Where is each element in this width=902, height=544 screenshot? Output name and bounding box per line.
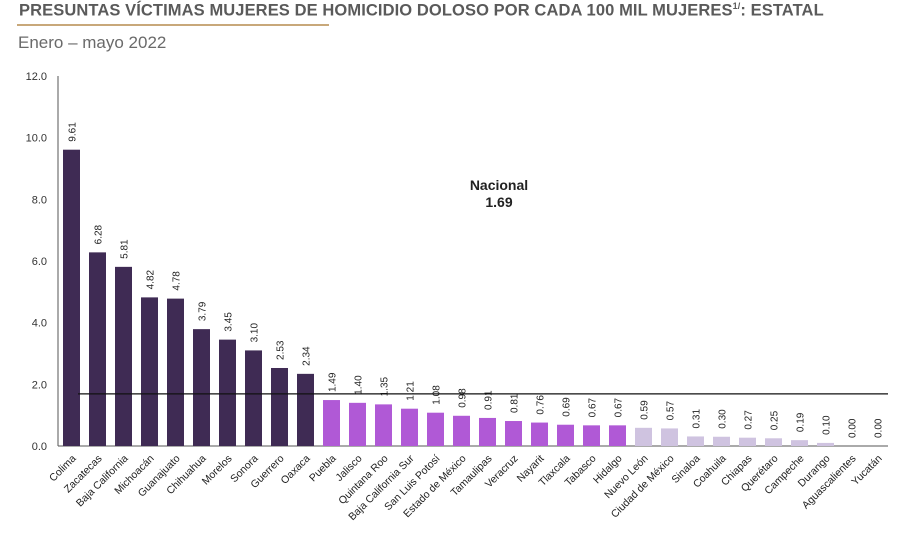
bar-value-label: 2.53 (276, 340, 287, 360)
bar-value-label: 0.59 (640, 400, 651, 420)
bar-value-label: 1.08 (432, 385, 443, 405)
bar (609, 425, 626, 446)
bar (453, 415, 470, 446)
bar-value-label: 3.10 (250, 323, 261, 343)
bar-value-label: 0.30 (718, 409, 729, 429)
bar-value-label: 3.79 (198, 301, 209, 321)
y-axis: 0.0 2.0 4.0 6.0 8.0 10.0 12.0 (26, 71, 888, 453)
bar-value-label: 4.82 (146, 269, 157, 289)
bar-value-label: 1.40 (354, 375, 365, 395)
bar (713, 436, 730, 446)
bar-value-label: 1.35 (380, 376, 391, 396)
bar (661, 428, 678, 446)
bar (427, 412, 444, 446)
bar (505, 421, 522, 446)
title-underline (17, 24, 329, 26)
y-tick-label: 10.0 (26, 133, 47, 145)
y-tick-label: 12.0 (26, 71, 47, 83)
bar (297, 373, 314, 446)
reference-line-label: Nacional (470, 177, 528, 193)
bar-value-label: 0.27 (744, 410, 755, 430)
title-suffix: : ESTATAL (740, 1, 824, 20)
bar (479, 417, 496, 446)
bar-value-label: 0.98 (458, 388, 469, 408)
bar (401, 408, 418, 446)
bar-value-label: 0.19 (796, 412, 807, 432)
bar (583, 425, 600, 446)
bar-value-label: 0.00 (848, 418, 859, 438)
bar (557, 424, 574, 446)
bar (115, 266, 132, 446)
title-footnote: 1/ (732, 1, 741, 11)
title-main: PRESUNTAS VÍCTIMAS MUJERES DE HOMICIDIO … (19, 1, 733, 20)
y-tick-label: 2.0 (32, 379, 47, 391)
bar-value-label: 6.28 (94, 224, 105, 244)
bar (245, 350, 262, 446)
bar (141, 297, 158, 446)
bar-value-label: 1.21 (406, 381, 417, 401)
reference-line-value: 1.69 (485, 194, 512, 210)
bar-value-label: 0.81 (510, 393, 521, 413)
bar-value-label: 4.78 (172, 271, 183, 291)
bar (323, 400, 340, 446)
bar (531, 422, 548, 446)
y-tick-label: 8.0 (32, 194, 47, 206)
y-tick-label: 4.0 (32, 318, 47, 330)
bar-value-label: 0.67 (588, 397, 599, 417)
y-tick-label: 0.0 (32, 441, 47, 453)
bar (89, 252, 106, 446)
bar-value-label: 0.91 (484, 390, 495, 410)
category-label: Oaxaca (279, 453, 313, 487)
bar-value-label: 2.34 (302, 346, 313, 366)
bar (791, 440, 808, 446)
bar (271, 367, 288, 446)
bar (167, 298, 184, 446)
bar (739, 437, 756, 446)
category-label: Puebla (307, 453, 339, 485)
bar-value-label: 1.49 (328, 372, 339, 392)
bar-value-label: 0.31 (692, 409, 703, 429)
bar (219, 339, 236, 446)
bar (63, 149, 80, 447)
bar (687, 436, 704, 446)
bar (817, 442, 834, 446)
bar-value-label: 0.76 (536, 395, 547, 415)
bar (349, 402, 366, 446)
bar-value-label: 3.45 (224, 312, 235, 332)
bar-value-label: 0.69 (562, 397, 573, 417)
bar (375, 404, 392, 446)
bar (193, 329, 210, 446)
bar-value-label: 0.00 (874, 418, 885, 438)
bar (635, 427, 652, 446)
bar-value-label: 0.10 (822, 415, 833, 435)
chart-subtitle: Enero – mayo 2022 (18, 33, 167, 52)
bar-value-label: 9.61 (68, 122, 79, 142)
bar-value-label: 0.25 (770, 410, 781, 430)
chart-title: PRESUNTAS VÍCTIMAS MUJERES DE HOMICIDIO … (19, 1, 824, 21)
bar-value-label: 5.81 (120, 239, 131, 259)
bar-value-label: 0.67 (614, 397, 625, 417)
bar (765, 438, 782, 446)
bar-value-label: 0.57 (666, 401, 677, 421)
y-tick-label: 6.0 (32, 256, 47, 268)
